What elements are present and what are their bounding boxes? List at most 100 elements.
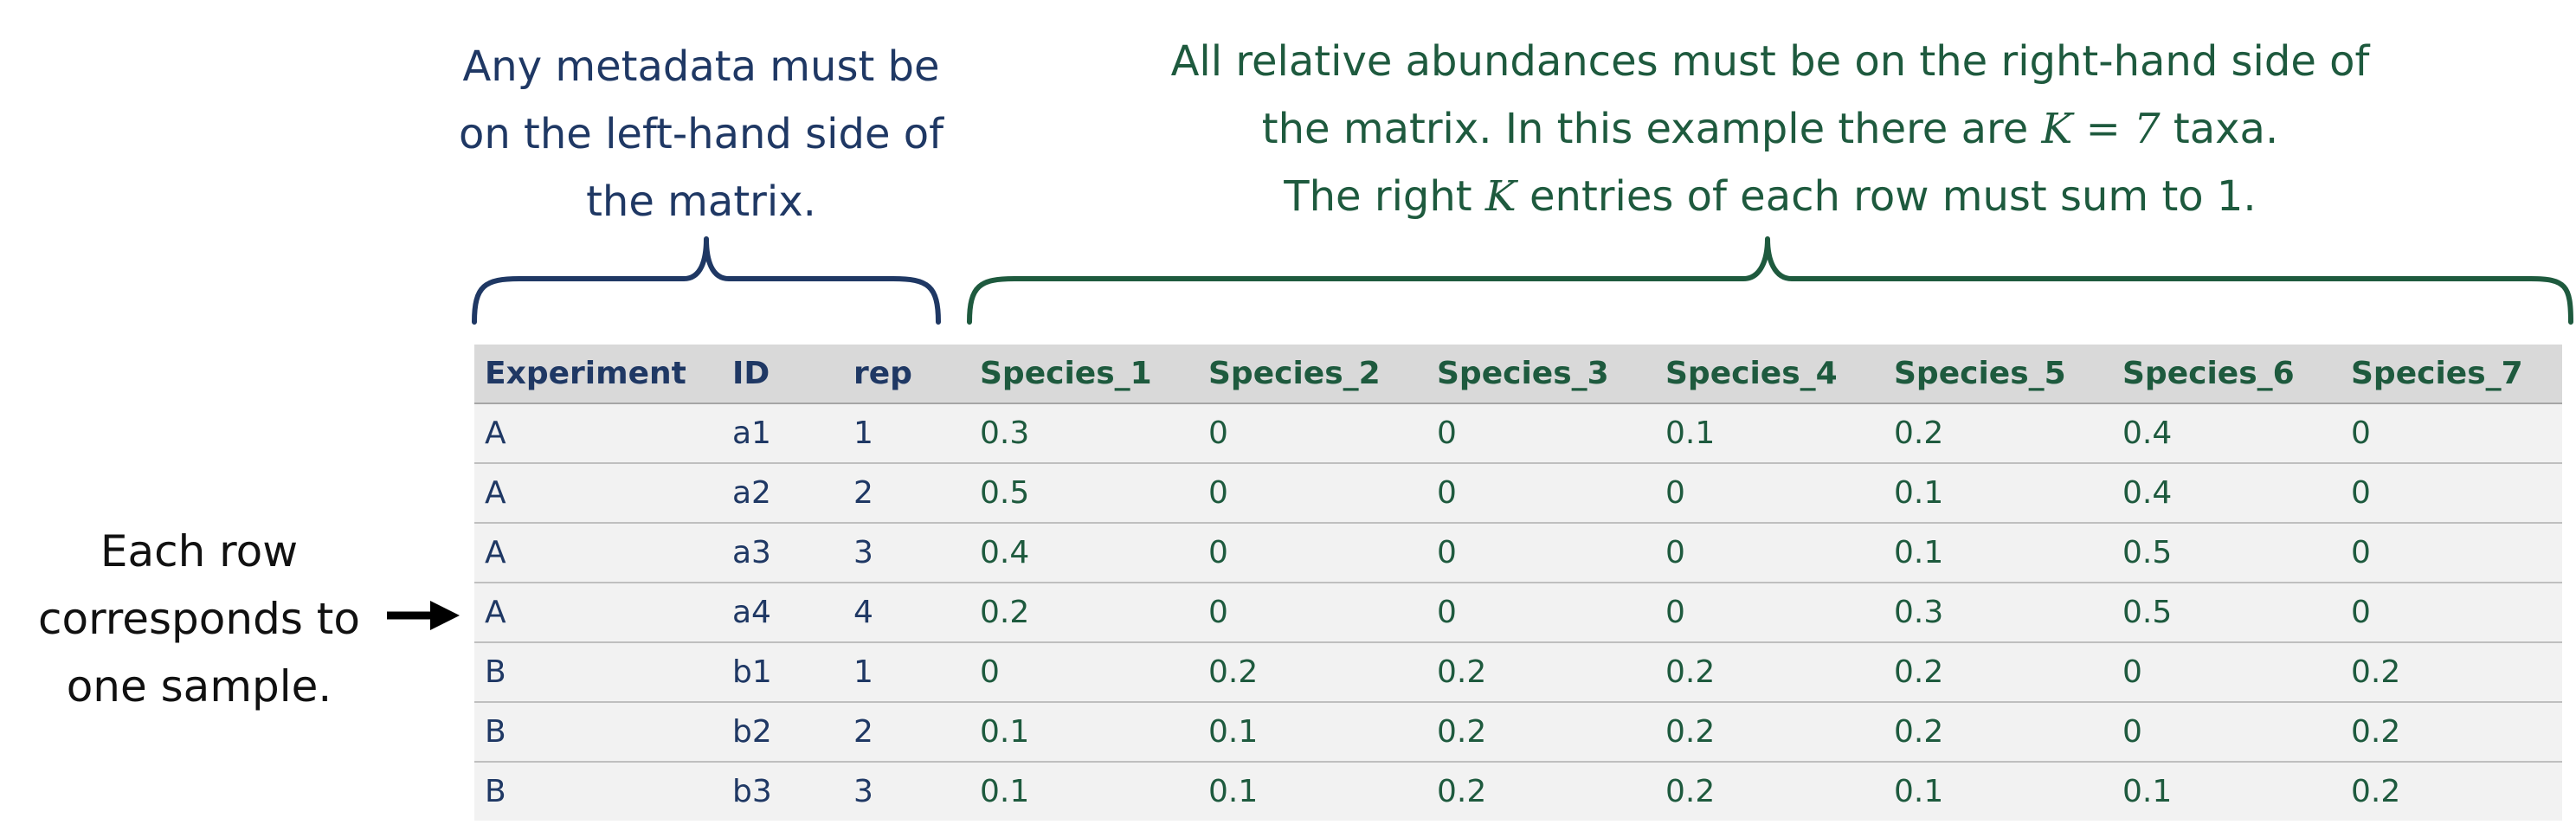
abundance-matrix: Experiment ID rep Species_1 Species_2 Sp… — [474, 345, 2562, 821]
braces-graphic — [472, 236, 2573, 325]
abundance-caption-text: the matrix. In this example there are — [1261, 105, 2042, 153]
table-cell: A — [474, 403, 722, 464]
table-cell: a2 — [722, 463, 843, 524]
table-cell: 0.4 — [2112, 403, 2341, 464]
table-cell: 0.1 — [1198, 702, 1426, 763]
table-cell: 0.2 — [1198, 642, 1426, 703]
table-cell: 0.1 — [1884, 463, 2112, 524]
header-row: Experiment ID rep Species_1 Species_2 Sp… — [474, 345, 2562, 404]
row-arrow-icon — [387, 601, 460, 630]
metadata-brace — [472, 236, 941, 325]
column-header-id: ID — [722, 345, 843, 404]
abundance-caption-line: The right K entries of each row must sum… — [987, 163, 2553, 230]
table-row: A a1 1 0.3 0 0 0.1 0.2 0.4 0 — [474, 403, 2562, 464]
table-cell: b2 — [722, 702, 843, 763]
table-cell: 0 — [1655, 583, 1884, 643]
abundance-caption-text: taxa. — [2160, 105, 2279, 153]
table-cell: b1 — [722, 642, 843, 703]
column-header-rep: rep — [843, 345, 969, 404]
table-cell: 0.2 — [1426, 762, 1655, 821]
column-header-species-5: Species_5 — [1884, 345, 2112, 404]
table-cell: 0.2 — [2341, 642, 2562, 703]
table-row: A a2 2 0.5 0 0 0 0.1 0.4 0 — [474, 463, 2562, 524]
table-cell: B — [474, 702, 722, 763]
row-label-line: Each row — [100, 526, 299, 577]
table-row: B b3 3 0.1 0.1 0.2 0.2 0.1 0.1 0.2 — [474, 762, 2562, 821]
table-cell: B — [474, 642, 722, 703]
table-cell: 0.2 — [1426, 702, 1655, 763]
table-cell: 0 — [1198, 463, 1426, 524]
table-cell: 0.2 — [969, 583, 1198, 643]
column-header-species-1: Species_1 — [969, 345, 1198, 404]
column-header-species-6: Species_6 — [2112, 345, 2341, 404]
abundance-caption: All relative abundances must be on the r… — [987, 28, 2553, 230]
metadata-caption-line: Any metadata must be — [462, 42, 940, 91]
column-header-species-7: Species_7 — [2341, 345, 2562, 404]
table-row: A a4 4 0.2 0 0 0 0.3 0.5 0 — [474, 583, 2562, 643]
table-cell: 1 — [843, 642, 969, 703]
table-cell: 0 — [2112, 702, 2341, 763]
table-row: B b1 1 0 0.2 0.2 0.2 0.2 0 0.2 — [474, 642, 2562, 703]
row-label-line: one sample. — [66, 661, 332, 712]
row-label: Each row corresponds to one sample. — [9, 518, 390, 720]
table-cell: 4 — [843, 583, 969, 643]
table-cell: 0.1 — [1884, 762, 2112, 821]
table-cell: 1 — [843, 403, 969, 464]
abundance-caption-line: the matrix. In this example there are K … — [987, 95, 2553, 163]
column-header-species-4: Species_4 — [1655, 345, 1884, 404]
table-cell: a1 — [722, 403, 843, 464]
table-cell: 0 — [2341, 583, 2562, 643]
abundance-brace — [967, 236, 2573, 325]
table-cell: 0.2 — [1884, 642, 2112, 703]
table-cell: 0 — [1198, 403, 1426, 464]
table-cell: 0.2 — [2341, 702, 2562, 763]
abundance-caption-line: All relative abundances must be on the r… — [1170, 37, 2370, 86]
table-cell: a4 — [722, 583, 843, 643]
table-cell: b3 — [722, 762, 843, 821]
abundance-caption-text: The right — [1284, 172, 1485, 221]
table-cell: 3 — [843, 523, 969, 583]
k-symbol: K — [1484, 172, 1517, 221]
table-cell: 0 — [1426, 583, 1655, 643]
table-cell: 0.5 — [2112, 523, 2341, 583]
table-cell: 3 — [843, 762, 969, 821]
table-cell: 0 — [1426, 463, 1655, 524]
table-cell: 0.3 — [1884, 583, 2112, 643]
table-cell: 0.3 — [969, 403, 1198, 464]
table-cell: 0.4 — [969, 523, 1198, 583]
table-cell: 0.1 — [2112, 762, 2341, 821]
table-cell: 0.2 — [1655, 642, 1884, 703]
table-cell: 0.1 — [1884, 523, 2112, 583]
table-cell: 0.5 — [969, 463, 1198, 524]
table-cell: 0.1 — [1198, 762, 1426, 821]
table-cell: a3 — [722, 523, 843, 583]
table-cell: 0.2 — [1655, 702, 1884, 763]
table-cell: 0 — [1198, 583, 1426, 643]
metadata-caption-line: on the left-hand side of — [459, 110, 943, 158]
table-cell: B — [474, 762, 722, 821]
table-cell: 0 — [969, 642, 1198, 703]
table-cell: 0.2 — [1655, 762, 1884, 821]
table-cell: 2 — [843, 463, 969, 524]
table-cell: 0.2 — [1426, 642, 1655, 703]
column-header-species-3: Species_3 — [1426, 345, 1655, 404]
table-cell: 0.4 — [2112, 463, 2341, 524]
table-cell: 0.2 — [2341, 762, 2562, 821]
table-cell: 0 — [1426, 523, 1655, 583]
table-cell: 0 — [2341, 403, 2562, 464]
table-cell: 0 — [2112, 642, 2341, 703]
table-row: A a3 3 0.4 0 0 0 0.1 0.5 0 — [474, 523, 2562, 583]
table-cell: 0 — [1655, 463, 1884, 524]
row-label-line: corresponds to — [38, 594, 360, 644]
abundance-caption-text: entries of each row must sum to 1. — [1516, 172, 2257, 221]
table-cell: A — [474, 583, 722, 643]
table-row: B b2 2 0.1 0.1 0.2 0.2 0.2 0 0.2 — [474, 702, 2562, 763]
metadata-caption: Any metadata must be on the left-hand si… — [398, 33, 1004, 235]
table-cell: 0.5 — [2112, 583, 2341, 643]
table-cell: 2 — [843, 702, 969, 763]
table-cell: A — [474, 463, 722, 524]
column-header-species-2: Species_2 — [1198, 345, 1426, 404]
table-cell: 0 — [1426, 403, 1655, 464]
metadata-caption-line: the matrix. — [586, 177, 816, 226]
table-cell: 0.1 — [969, 702, 1198, 763]
